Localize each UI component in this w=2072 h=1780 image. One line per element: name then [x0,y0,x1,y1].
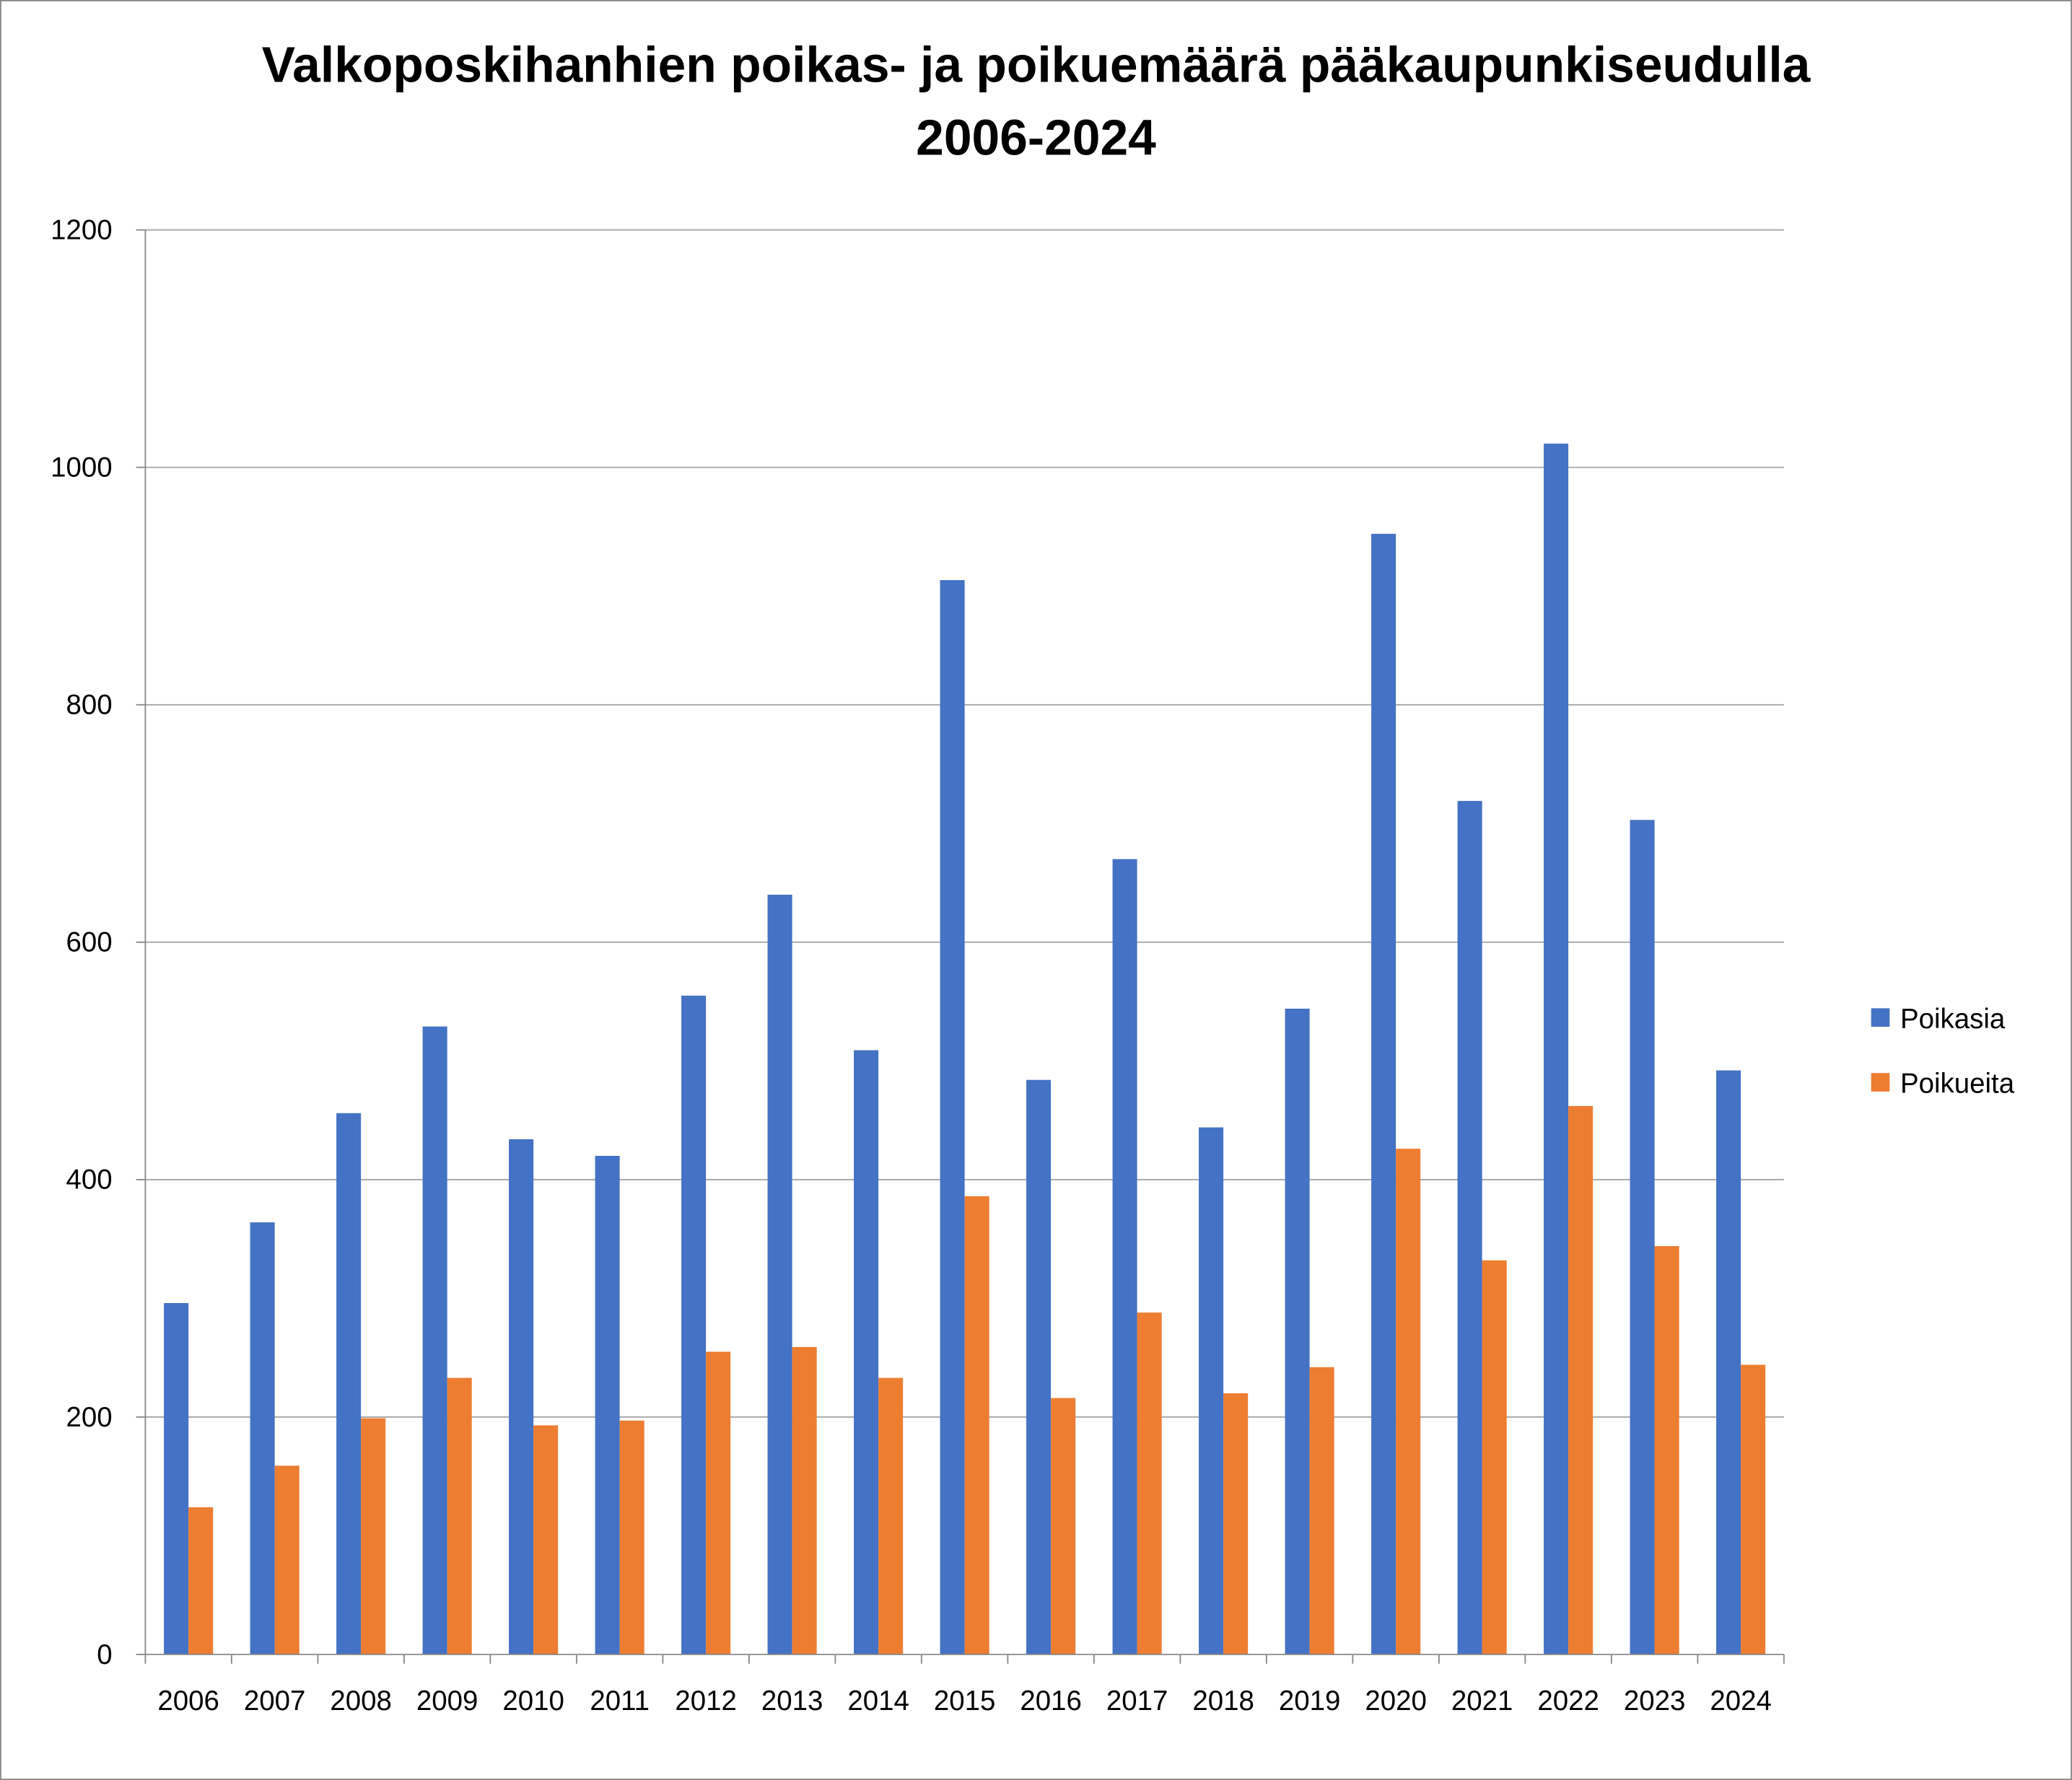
bar-poikueita-2007 [274,1465,300,1655]
bar-poikasia-2022 [1544,443,1569,1655]
x-tick-label: 2016 [1020,1685,1082,1717]
bar-poikasia-2023 [1630,820,1655,1655]
x-tick-label: 2014 [847,1685,909,1717]
bar-poikueita-2014 [878,1377,904,1655]
x-tick-label: 2007 [244,1685,306,1717]
bar-poikasia-2013 [767,895,792,1655]
bar-poikueita-2015 [964,1196,989,1655]
bar-poikasia-2009 [422,1026,447,1655]
y-tick-label: 0 [97,1639,112,1670]
chart-title-line-1: Valkoposkihanhien poikas- ja poikuemäärä… [262,37,1811,93]
bar-poikasia-2021 [1457,801,1482,1655]
bar-poikasia-2020 [1371,533,1396,1655]
bar-poikasia-2014 [854,1050,879,1655]
x-tick-label: 2020 [1365,1685,1427,1717]
legend-label: Poikueita [1900,1069,2015,1100]
x-tick-label: 2013 [761,1685,823,1717]
chart-title-line-2: 2006-2024 [916,109,1156,165]
axes: 0 200 400 600 800 1000 1200 2006 2007 2008 2009 201… [51,214,1785,1717]
x-tick-label: 2010 [502,1685,564,1717]
y-tick-label: 1000 [51,452,113,483]
y-tick-label: 1200 [51,214,113,245]
x-tick-label: 2012 [675,1685,737,1717]
legend: Poikasia Poikueita [1871,1004,2015,1100]
y-tick-label: 400 [66,1165,113,1196]
x-tick-label: 2021 [1451,1685,1513,1717]
x-tick-label: 2024 [1710,1685,1772,1717]
bar-poikueita-2013 [792,1346,817,1655]
bar-poikueita-2011 [619,1420,644,1655]
legend-swatch [1871,1008,1890,1027]
x-tick-label: 2022 [1537,1685,1599,1717]
gridlines [145,229,1784,1418]
x-tick-label: 2015 [934,1685,996,1717]
bar-poikasia-2011 [595,1155,620,1655]
x-tick-label: 2006 [157,1685,219,1717]
bar-poikasia-2010 [509,1139,534,1655]
bar-poikueita-2010 [533,1425,559,1655]
bar-poikueita-2016 [1051,1398,1076,1655]
bar-poikueita-2020 [1396,1149,1421,1655]
legend-swatch [1871,1073,1890,1092]
bar-poikueita-2021 [1482,1260,1507,1655]
y-tick-label: 200 [66,1402,113,1433]
x-tick-label: 2008 [330,1685,392,1717]
legend-label: Poikasia [1900,1004,2006,1035]
bar-poikueita-2023 [1654,1246,1679,1655]
bar-poikueita-2018 [1223,1393,1249,1655]
bar-poikasia-2019 [1285,1008,1310,1655]
x-tick-label: 2023 [1624,1685,1686,1717]
bar-poikueita-2017 [1137,1312,1162,1655]
x-tick-label: 2009 [416,1685,478,1717]
bar-poikueita-2012 [706,1351,731,1655]
bar-poikueita-2009 [447,1377,472,1655]
bar-poikasia-2008 [336,1113,362,1655]
y-tick-label: 800 [66,690,113,721]
x-tick-label: 2011 [590,1685,650,1717]
x-tick-label: 2017 [1106,1685,1168,1717]
bar-poikasia-2018 [1199,1127,1224,1655]
x-tick-label: 2019 [1279,1685,1341,1717]
bar-poikueita-2006 [188,1507,214,1655]
bar-poikasia-2007 [250,1222,275,1655]
bar-poikasia-2015 [940,580,965,1655]
x-tick-label: 2018 [1192,1685,1254,1717]
bars [164,443,1766,1655]
bar-poikasia-2006 [164,1303,189,1655]
bar-poikasia-2012 [681,995,707,1655]
bar-poikasia-2024 [1716,1070,1741,1655]
y-tick-label: 600 [66,927,113,958]
bar-poikasia-2017 [1112,859,1137,1655]
bar-poikasia-2016 [1026,1079,1052,1655]
bar-poikueita-2008 [361,1418,386,1655]
bar-poikueita-2024 [1741,1364,1766,1655]
bar-poikueita-2022 [1568,1105,1594,1655]
bar-poikueita-2019 [1309,1367,1334,1655]
